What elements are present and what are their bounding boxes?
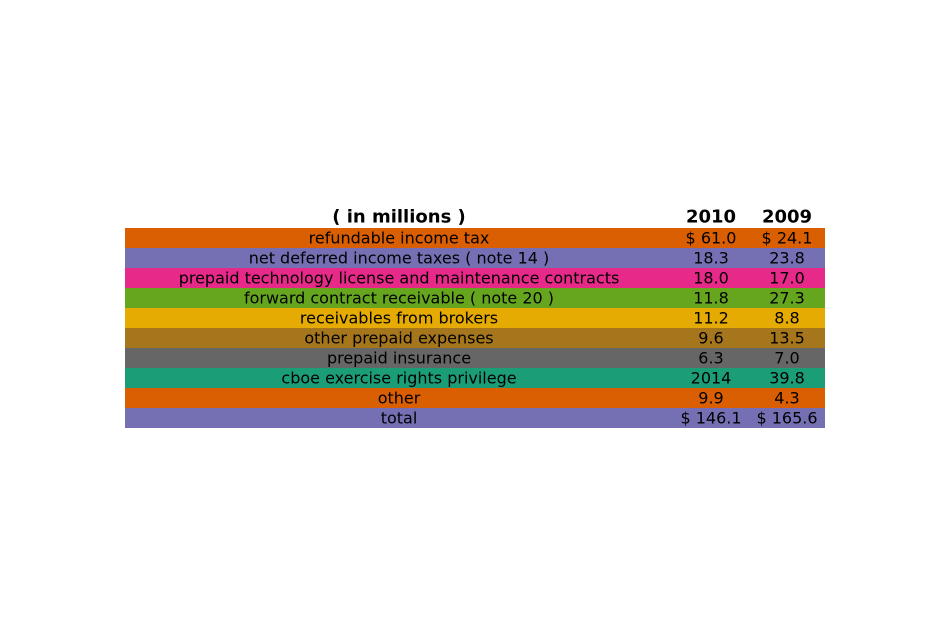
row-value: 4.3 — [774, 389, 799, 408]
row-background — [125, 388, 825, 408]
row-label: cboe exercise rights privilege — [281, 369, 516, 388]
row-value: 9.6 — [698, 329, 723, 348]
header-cell-label: ( in millions ) — [332, 207, 466, 228]
row-background — [125, 328, 825, 348]
row-background — [125, 348, 825, 368]
row-background — [125, 228, 825, 248]
table-row: total $ 146.1 $ 165.6 — [125, 408, 825, 428]
table-row: forward contract receivable ( note 20 ) 1… — [125, 288, 825, 308]
row-value: $ 165.6 — [756, 409, 817, 428]
row-background — [125, 248, 825, 268]
row-background — [125, 368, 825, 388]
row-value: 18.3 — [693, 249, 729, 268]
table-row: receivables from brokers 11.2 8.8 — [125, 308, 825, 328]
row-label: other — [378, 389, 421, 408]
row-background — [125, 288, 825, 308]
header-cell-year: 2010 — [686, 207, 736, 228]
table-row: net deferred income taxes ( note 14 ) 18.… — [125, 248, 825, 268]
row-value: $ 61.0 — [686, 229, 737, 248]
table-row: refundable income tax $ 61.0 $ 24.1 — [125, 228, 825, 248]
row-background — [125, 308, 825, 328]
row-value: $ 146.1 — [680, 409, 741, 428]
row-label: forward contract receivable ( note 20 ) — [244, 289, 554, 308]
row-value: 2014 — [691, 369, 732, 388]
table-row: prepaid insurance 6.3 7.0 — [125, 348, 825, 368]
row-value: 13.5 — [769, 329, 805, 348]
row-label: prepaid technology license and maintenan… — [179, 269, 620, 288]
row-value: 11.2 — [693, 309, 729, 328]
row-value: 23.8 — [769, 249, 805, 268]
row-label: prepaid insurance — [327, 349, 471, 368]
row-value: 11.8 — [693, 289, 729, 308]
row-label: receivables from brokers — [300, 309, 498, 328]
row-value: 39.8 — [769, 369, 805, 388]
table-row: other 9.9 4.3 — [125, 388, 825, 408]
row-value: 8.8 — [774, 309, 799, 328]
row-value: 18.0 — [693, 269, 729, 288]
row-label: total — [381, 409, 418, 428]
row-value: 9.9 — [698, 389, 723, 408]
row-value: 27.3 — [769, 289, 805, 308]
row-label: refundable income tax — [309, 229, 490, 248]
row-value: 17.0 — [769, 269, 805, 288]
row-value: 6.3 — [698, 349, 723, 368]
row-value: 7.0 — [774, 349, 799, 368]
table-row: cboe exercise rights privilege 2014 39.8 — [125, 368, 825, 388]
row-label: net deferred income taxes ( note 14 ) — [249, 249, 550, 268]
row-value: $ 24.1 — [762, 229, 813, 248]
row-background — [125, 408, 825, 428]
row-background — [125, 268, 825, 288]
header-cell-year: 2009 — [762, 207, 812, 228]
row-label: other prepaid expenses — [304, 329, 493, 348]
table-row: other prepaid expenses 9.6 13.5 — [125, 328, 825, 348]
table-row: prepaid technology license and maintenan… — [125, 268, 825, 288]
